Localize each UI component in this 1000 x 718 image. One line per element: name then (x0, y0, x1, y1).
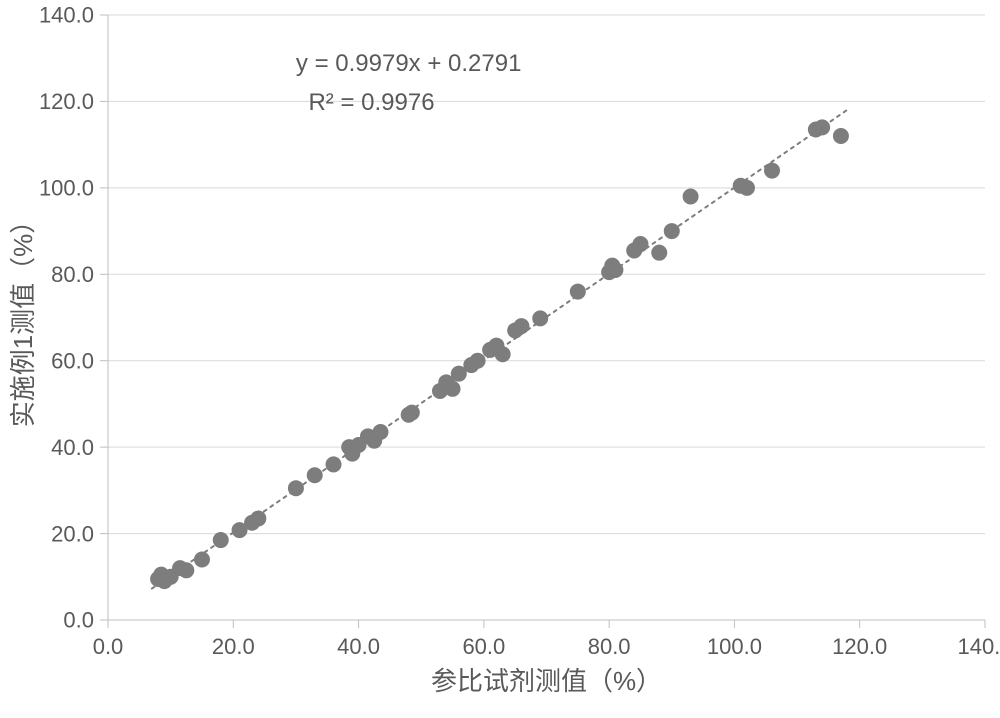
y-tick-label: 80.0 (51, 262, 94, 287)
x-tick-label: 60.0 (462, 634, 505, 659)
y-tick-label: 60.0 (51, 348, 94, 373)
data-point (633, 237, 648, 252)
data-point (683, 189, 698, 204)
y-tick-label: 40.0 (51, 435, 94, 460)
data-point (451, 366, 466, 381)
x-tick-label: 0.0 (93, 634, 124, 659)
data-point (815, 120, 830, 135)
chart-svg: 0.0 20.0 40.0 60.0 80.0 100.0 120.0 140.0 0.0 20.… (0, 0, 1000, 718)
data-point (373, 425, 388, 440)
data-point (307, 468, 322, 483)
y-tick-label: 100.0 (39, 176, 94, 201)
data-point (833, 129, 848, 144)
data-point (765, 163, 780, 178)
y-tick-label: 140.0 (39, 3, 94, 28)
data-point (194, 552, 209, 567)
x-tick-label: 140.0 (957, 634, 1000, 659)
data-point (664, 224, 679, 239)
y-axis-title: 实施例1测值（%） (8, 208, 38, 428)
y-tick-label: 120.0 (39, 89, 94, 114)
data-point (533, 311, 548, 326)
data-point (495, 347, 510, 362)
data-point (445, 381, 460, 396)
data-point (213, 533, 228, 548)
data-point (326, 457, 341, 472)
y-tick-label: 0.0 (63, 608, 94, 633)
y-tick-label: 20.0 (51, 521, 94, 546)
data-point (608, 262, 623, 277)
data-point (652, 245, 667, 260)
data-point (570, 284, 585, 299)
data-point (288, 481, 303, 496)
equation-annotation: R² = 0.9976 (308, 89, 434, 116)
data-point (404, 405, 419, 420)
equation-annotation: y = 0.9979x + 0.2791 (296, 50, 522, 77)
x-tick-label: 20.0 (212, 634, 255, 659)
x-tick-label: 80.0 (588, 634, 631, 659)
data-point (739, 180, 754, 195)
data-point (470, 353, 485, 368)
x-axis-title: 参比试剂测值（%） (431, 666, 662, 696)
x-tick-label: 120.0 (832, 634, 887, 659)
data-point (514, 319, 529, 334)
data-point (179, 563, 194, 578)
x-tick-label: 100.0 (707, 634, 762, 659)
scatter-chart: 0.0 20.0 40.0 60.0 80.0 100.0 120.0 140.0 0.0 20.… (0, 0, 1000, 718)
x-tick-label: 40.0 (337, 634, 380, 659)
data-point (251, 511, 266, 526)
